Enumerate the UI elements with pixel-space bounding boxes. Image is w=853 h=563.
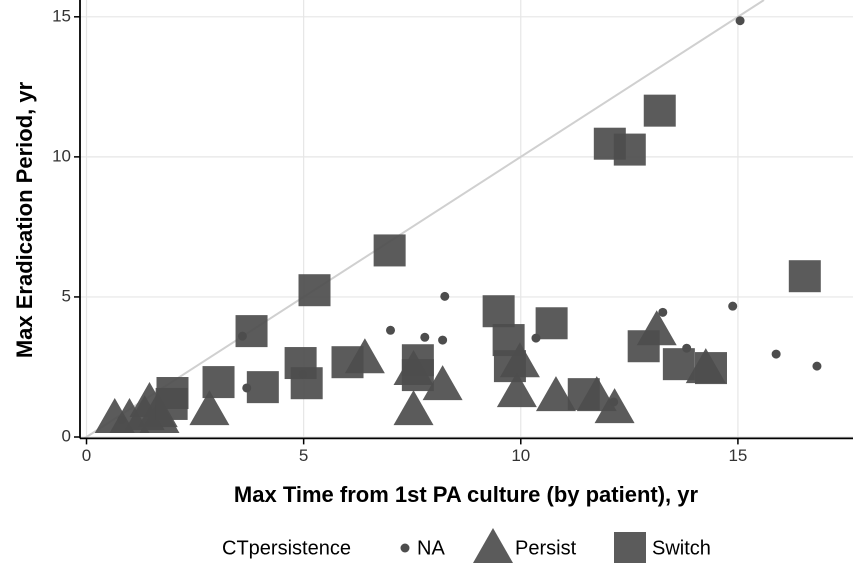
point [496, 372, 537, 408]
point [812, 361, 822, 371]
y-tick-label: 10 [52, 146, 71, 165]
point [235, 315, 268, 348]
legend-label: NA [417, 537, 445, 559]
plot-area [80, 0, 853, 440]
x-tick-label: 10 [511, 446, 530, 465]
legend-label: Switch [652, 537, 711, 559]
point [482, 295, 515, 328]
x-tick-label: 15 [728, 446, 747, 465]
point [290, 367, 323, 400]
y-axis-title: Max Eradication Period, yr [12, 81, 37, 358]
point [298, 274, 331, 307]
point [771, 349, 781, 359]
point [613, 133, 646, 166]
legend-item: Switch [614, 532, 711, 563]
point [401, 359, 434, 392]
point [393, 390, 434, 426]
legend-label: Persist [515, 537, 577, 559]
point [422, 365, 463, 401]
legend-marker [614, 532, 646, 563]
point [189, 390, 230, 426]
y-tick-label: 15 [52, 6, 71, 25]
point [535, 307, 568, 340]
y-tick-label: 5 [62, 286, 71, 305]
legend-item: Persist [473, 528, 577, 563]
point [438, 335, 448, 345]
point [627, 330, 660, 363]
point [594, 388, 635, 424]
legend-marker [400, 543, 410, 553]
point [246, 371, 279, 404]
point [567, 378, 600, 411]
point [658, 307, 668, 317]
point [694, 352, 727, 385]
legend-marker [473, 528, 513, 563]
reference-line [83, 0, 765, 440]
point [440, 291, 450, 301]
x-tick-label: 0 [82, 446, 91, 465]
point [735, 16, 745, 26]
point [155, 387, 188, 420]
point [643, 94, 676, 127]
point [493, 350, 526, 383]
point [202, 366, 235, 399]
point [662, 348, 695, 381]
point [331, 346, 364, 379]
point [728, 301, 738, 311]
x-tick-label: 5 [299, 446, 308, 465]
legend-title: CTpersistence [222, 537, 351, 559]
point [788, 260, 821, 293]
x-axis-title: Max Time from 1st PA culture (by patient… [234, 482, 699, 507]
point [420, 332, 430, 342]
point [535, 376, 576, 412]
point [373, 234, 406, 267]
point [386, 325, 396, 335]
legend-item: NA [400, 537, 445, 559]
y-tick-label: 0 [62, 426, 71, 445]
